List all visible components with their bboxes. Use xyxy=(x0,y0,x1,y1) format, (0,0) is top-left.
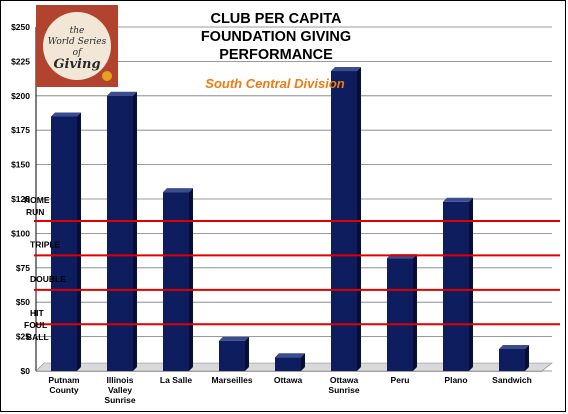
bar-side xyxy=(357,67,361,372)
threshold-layer: HOME RUN TRIPLE DOUBLE HIT FOUL BALL xyxy=(24,195,560,342)
bar-side xyxy=(413,254,417,371)
bar-side xyxy=(301,353,305,371)
bar-side xyxy=(133,91,137,372)
logo-line-3: of xyxy=(72,48,82,58)
chart-title-line-3: PERFORMANCE xyxy=(219,47,333,63)
x-tick-label: County xyxy=(49,385,79,395)
x-tick-label: Valley xyxy=(108,385,132,395)
y-tick-label: $150 xyxy=(11,160,30,170)
bar-top xyxy=(443,197,473,202)
bar xyxy=(443,201,469,371)
bar-side xyxy=(525,344,529,371)
bar xyxy=(387,258,413,371)
chart-title-line-1: CLUB PER CAPITA xyxy=(210,11,342,27)
threshold-label-line-2: RUN xyxy=(26,207,44,217)
bar xyxy=(51,116,77,371)
logo-text: the World Series of Giving xyxy=(43,26,111,72)
chart-subtitle: South Central Division xyxy=(205,76,345,91)
bar xyxy=(219,340,245,371)
x-tick-label: Sunrise xyxy=(328,385,359,395)
threshold-label: TRIPLE xyxy=(30,239,61,249)
world-series-of-giving-logo: the World Series of Giving xyxy=(36,5,118,87)
x-tick-label: Sunrise xyxy=(104,395,135,405)
x-tick-label: Ottawa xyxy=(274,375,303,385)
bar-side xyxy=(469,197,473,371)
logo-line-1: the xyxy=(69,26,85,36)
threshold-label: DOUBLE xyxy=(30,274,66,284)
bar-top xyxy=(275,353,305,358)
bar-side xyxy=(189,188,193,371)
chart-title: CLUB PER CAPITA FOUNDATION GIVING PERFOR… xyxy=(160,10,392,64)
bar-layer xyxy=(51,67,529,372)
y-tick-label: $225 xyxy=(11,56,30,66)
x-tick-label: Peru xyxy=(391,375,410,385)
bar xyxy=(499,348,525,371)
bar-top xyxy=(331,67,361,72)
x-tick-label: Marseilles xyxy=(211,375,252,385)
bar-top xyxy=(107,91,137,96)
y-tick-label: $125 xyxy=(11,194,30,204)
bar xyxy=(107,95,133,372)
y-tick-label: $0 xyxy=(21,366,31,376)
x-tick-label: Sandwich xyxy=(492,375,532,385)
threshold-label-line-1: HOME xyxy=(24,195,50,205)
threshold-label: HIT xyxy=(30,308,45,318)
x-tick-label: La Salle xyxy=(160,375,192,385)
logo-line-2: World Series xyxy=(47,37,107,47)
x-tick-label: Plano xyxy=(444,375,467,385)
bar-top xyxy=(219,336,249,341)
x-tick-label: Putnam xyxy=(48,375,80,385)
chart-title-line-2: FOUNDATION GIVING xyxy=(200,29,352,45)
bar-top xyxy=(163,188,193,193)
bar-side xyxy=(245,336,249,371)
y-tick-label: $50 xyxy=(16,297,30,307)
bar xyxy=(163,192,189,371)
x-tick-label: Illinois xyxy=(107,375,134,385)
threshold-label-line-2: BALL xyxy=(26,332,49,342)
y-tick-label: $100 xyxy=(11,228,30,238)
y-tick-label: $200 xyxy=(11,91,30,101)
x-tick-label: Ottawa xyxy=(330,375,359,385)
logo-badge-circle: the World Series of Giving xyxy=(43,12,111,80)
bar xyxy=(275,357,301,371)
threshold-label-line-1: FOUL xyxy=(24,320,47,330)
y-tick-label: $75 xyxy=(16,263,30,273)
bar-top xyxy=(499,344,529,349)
y-tick-label: $175 xyxy=(11,125,30,135)
y-tick-label: $25 xyxy=(16,332,30,342)
y-tick-label: $250 xyxy=(11,22,30,32)
rotary-wheel-icon xyxy=(102,71,112,81)
bar-top xyxy=(51,112,81,117)
bar-side xyxy=(77,112,81,371)
logo-line-4: Giving xyxy=(53,57,101,72)
